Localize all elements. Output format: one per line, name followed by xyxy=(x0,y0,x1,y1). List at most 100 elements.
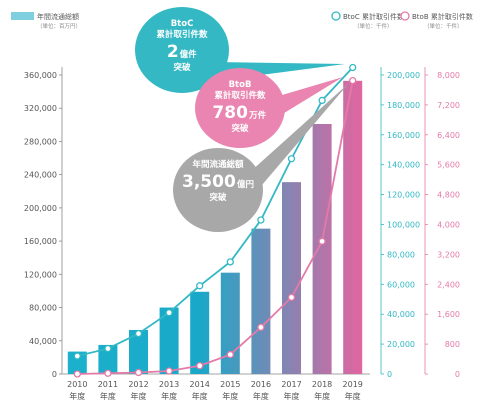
x-tick-suffix: 年度 xyxy=(253,391,269,401)
bar xyxy=(282,182,301,374)
y-left-tick-label: 200,000 xyxy=(24,204,57,213)
data-point xyxy=(318,96,326,105)
x-tick-suffix: 年度 xyxy=(161,391,177,401)
y-left-tick-label: 160,000 xyxy=(24,237,57,246)
y-right-btoc-tick-label: 40,000 xyxy=(387,310,415,319)
data-point xyxy=(226,258,234,266)
callout-tail-text: 突破 xyxy=(209,192,227,203)
y-right-btob-tick-label: 3,200 xyxy=(437,250,460,259)
legend-label: BtoB 累計取引件数 xyxy=(412,12,473,21)
y-left-tick-label: 40,000 xyxy=(29,337,57,346)
x-tick-suffix: 年度 xyxy=(100,391,116,401)
callout-value: 3,500 xyxy=(182,172,236,192)
data-point xyxy=(226,350,234,359)
callout-label: 累計取引件数 xyxy=(214,90,266,101)
data-point xyxy=(318,237,326,245)
legend-swatch-bar xyxy=(11,12,34,20)
y-right-btob-tick-label: 1,600 xyxy=(437,310,460,319)
y-right-btoc-tick-label: 0 xyxy=(387,370,392,379)
data-point xyxy=(349,76,357,85)
callout-label: 年間流通総額 xyxy=(192,159,244,170)
data-point xyxy=(257,216,265,224)
y-right-btoc-tick-label: 100,000 xyxy=(387,221,420,230)
x-tick-suffix: 年度 xyxy=(222,391,238,401)
y-left-tick-label: 280,000 xyxy=(24,137,57,146)
legend-marker-btoc xyxy=(331,11,341,21)
callout-value: 2 xyxy=(167,42,179,62)
data-point xyxy=(196,362,204,370)
bar xyxy=(67,351,87,374)
x-tick-suffix: 年度 xyxy=(192,391,208,401)
data-point xyxy=(104,369,112,377)
x-tick-label: 2015 xyxy=(220,380,240,389)
y-right-btoc-tick-label: 200,000 xyxy=(387,71,420,80)
x-tick-label: 2019 xyxy=(343,380,363,389)
callout-shape xyxy=(173,148,263,232)
legend-label: BtoC 累計取引件数 xyxy=(343,12,404,21)
data-point xyxy=(165,367,173,375)
x-tick-suffix: 年度 xyxy=(284,391,300,401)
axes: 0 40,000 80,000 120,000 160,000 200,000 240,00… xyxy=(24,67,460,401)
y-right-btob-tick-label: 8,000 xyxy=(437,71,460,80)
legend-unit: （単位：千件） xyxy=(354,22,393,30)
x-tick-label: 2016 xyxy=(251,380,271,389)
bar-series xyxy=(67,80,363,374)
y-left-tick-label: 80,000 xyxy=(29,304,57,313)
y-right-btoc-tick-label: 20,000 xyxy=(387,340,415,349)
y-left-tick-label: 240,000 xyxy=(24,171,57,180)
bar xyxy=(343,80,363,374)
data-point xyxy=(257,323,265,331)
y-left-tick-label: 120,000 xyxy=(24,270,57,279)
y-right-btob-tick-label: 800 xyxy=(445,340,460,349)
callout-label: BtoC xyxy=(171,19,194,29)
y-left-tick-label: 0 xyxy=(52,370,57,379)
y-right-btoc-tick-label: 60,000 xyxy=(387,280,415,289)
bar xyxy=(220,272,240,374)
bar xyxy=(312,124,332,374)
legend-label: 年間流通総額 xyxy=(37,12,79,21)
data-point xyxy=(287,293,296,302)
callout-label: BtoB xyxy=(229,80,252,90)
x-tick-label: 2012 xyxy=(128,380,148,389)
callout-tail-text: 突破 xyxy=(231,123,249,134)
y-right-btob-tick-label: 4,800 xyxy=(437,191,460,200)
legend-marker-btob xyxy=(400,11,410,21)
x-tick-label: 2011 xyxy=(98,380,118,389)
callout-unit: 億円 xyxy=(237,179,254,190)
callout-shape xyxy=(195,68,285,148)
callout-pointer xyxy=(250,83,349,192)
y-right-btoc-tick-label: 160,000 xyxy=(387,131,420,140)
x-tick-suffix: 年度 xyxy=(69,391,85,401)
callout-unit: 億件 xyxy=(180,49,198,60)
callout-tail-text: 突破 xyxy=(173,62,191,73)
bar xyxy=(251,228,271,374)
bar xyxy=(190,291,210,374)
y-right-btob-tick-label: 6,400 xyxy=(437,131,460,140)
y-right-btoc-tick-label: 140,000 xyxy=(387,161,420,170)
data-point xyxy=(349,63,357,72)
bar xyxy=(129,329,148,374)
data-point xyxy=(134,329,143,338)
y-left-tick-label: 360,000 xyxy=(24,71,57,80)
legend-unit: （単位：百万円） xyxy=(37,22,81,30)
x-tick-suffix: 年度 xyxy=(314,391,330,401)
y-right-btob-tick-label: 7,200 xyxy=(437,101,460,110)
bar xyxy=(159,307,179,374)
callout-pointer xyxy=(272,77,343,118)
legend-unit: （単位：千件） xyxy=(424,22,463,30)
legend: 年間流通総額（単位：百万円）BtoC 累計取引件数（単位：千件）BtoB 累計取… xyxy=(11,11,473,30)
x-tick-label: 2014 xyxy=(190,380,210,389)
callout-shape xyxy=(135,7,229,93)
data-point xyxy=(287,155,296,163)
y-right-btob-tick-label: 5,600 xyxy=(437,161,460,170)
data-point xyxy=(73,352,81,360)
x-tick-label: 2013 xyxy=(159,380,179,389)
x-tick-suffix: 年度 xyxy=(345,391,361,401)
x-tick-label: 2010 xyxy=(67,380,87,389)
line-series xyxy=(73,63,357,378)
y-right-btob-tick-label: 0 xyxy=(455,370,460,379)
